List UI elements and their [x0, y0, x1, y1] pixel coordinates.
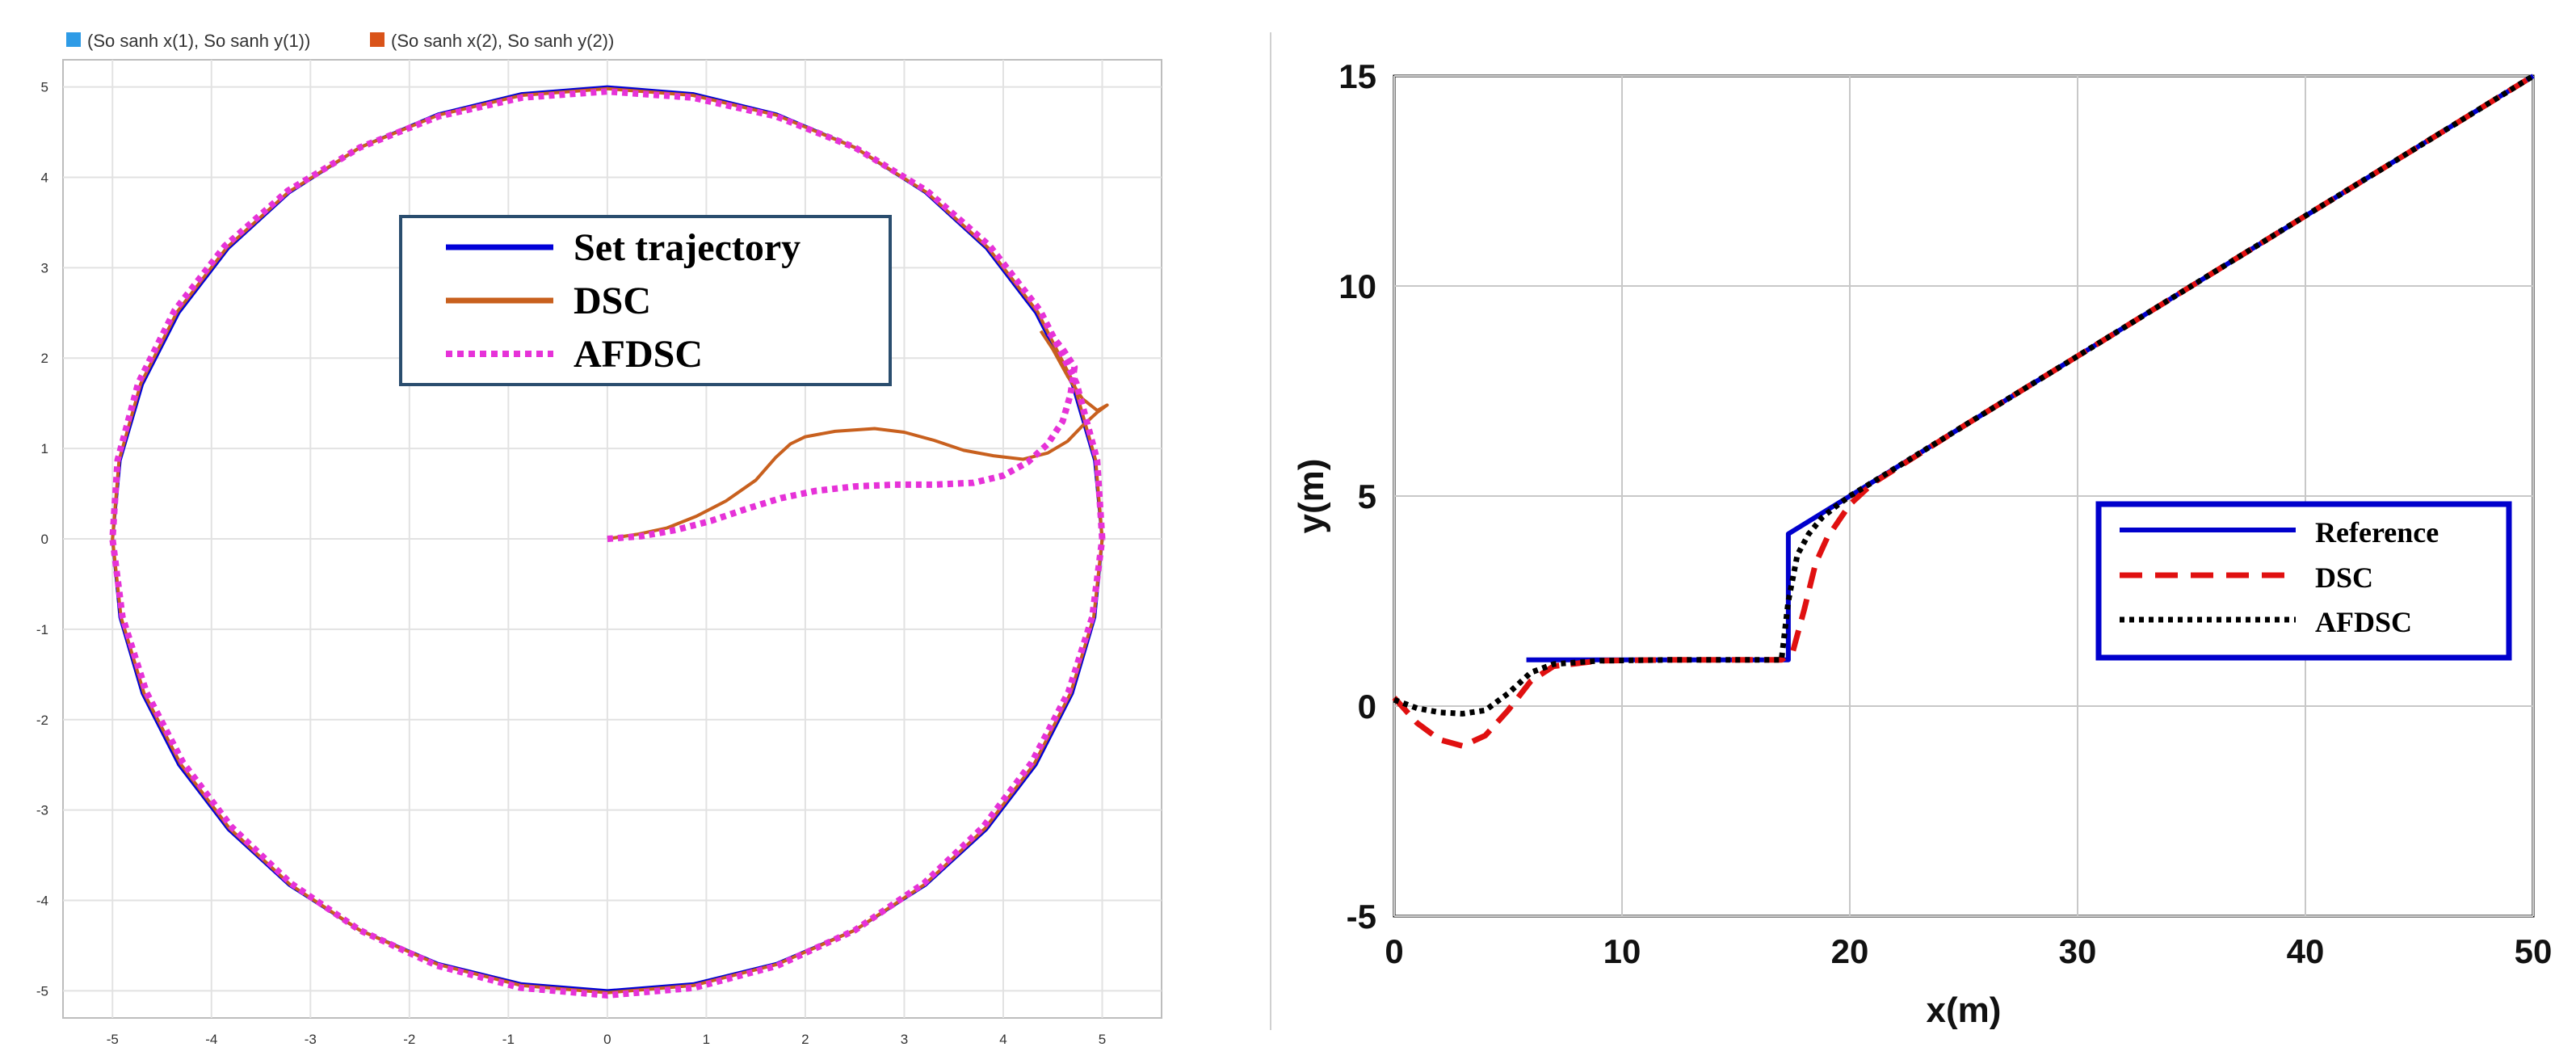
- legend-label-dsc-right: DSC: [2315, 561, 2373, 594]
- right-x-tick-label: 40: [2287, 932, 2325, 970]
- left-grid: [63, 60, 1162, 1018]
- left-x-tick-label: 0: [603, 1032, 611, 1047]
- top-legend-label-2: (So sanh x(2), So sanh y(2)): [391, 31, 614, 51]
- left-series-transient-afdsc: [607, 329, 1078, 542]
- right-y-tick-label: -5: [1347, 898, 1376, 936]
- left-y-tick-label: -4: [36, 894, 48, 909]
- left-y-tick-label: 4: [41, 170, 48, 185]
- right-x-tick-label: 20: [1831, 932, 1869, 970]
- right-series: [1392, 74, 2535, 749]
- right-x-tick-label: 10: [1603, 932, 1641, 970]
- right-x-tick-label: 30: [2059, 932, 2097, 970]
- top-legend-label-1: (So sanh x(1), So sanh y(1)): [87, 31, 310, 51]
- legend-label-afdsc-right: AFDSC: [2315, 606, 2412, 638]
- left-x-tick-label: 5: [1099, 1032, 1106, 1047]
- right-y-tick-label: 15: [1338, 57, 1376, 95]
- left-legend: Set trajectory DSC AFDSC: [399, 215, 892, 386]
- left-x-tick-label: 4: [999, 1032, 1006, 1047]
- right-y-tick-label: 10: [1338, 267, 1376, 305]
- left-x-tick-label: 1: [703, 1032, 710, 1047]
- left-x-tick-label: -4: [205, 1032, 217, 1047]
- left-x-tick-label: 3: [901, 1032, 908, 1047]
- top-legend-swatch-2: [370, 32, 385, 47]
- right-y-tick-label: 0: [1358, 688, 1376, 725]
- left-x-tick-label: -2: [403, 1032, 415, 1047]
- right-series-dsc: [1392, 74, 2535, 749]
- legend-label-set-trajectory: Set trajectory: [574, 226, 801, 269]
- right-x-axis-label: x(m): [1927, 990, 2002, 1030]
- left-y-tick-label: 1: [41, 441, 48, 456]
- left-x-tick-label: -5: [107, 1032, 119, 1047]
- left-series-circle-afdsc: [109, 88, 1106, 999]
- legend-label-reference: Reference: [2315, 516, 2439, 549]
- left-series: [109, 85, 1109, 999]
- left-x-tick-label: 2: [801, 1032, 809, 1047]
- left-x-tick-label: -3: [305, 1032, 317, 1047]
- right-x-tick-label: 0: [1385, 932, 1403, 970]
- left-y-tick-label: 0: [41, 532, 48, 547]
- legend-label-dsc: DSC: [574, 280, 651, 322]
- right-y-axis-label: y(m): [1292, 459, 1331, 534]
- left-y-tick-label: 2: [41, 351, 48, 366]
- right-x-tick-label: 50: [2515, 932, 2553, 970]
- right-y-tick-label: 5: [1358, 477, 1376, 515]
- left-y-tick-label: -2: [36, 713, 48, 728]
- right-legend: Reference DSC AFDSC: [2095, 501, 2512, 661]
- left-ticks: -5 -4 -3 -2 -1 0 1 2 3 4 5 5 4 3 2 1 0 -1 -2 -3 -4 -5: [36, 80, 1106, 1047]
- left-series-transient-dsc: [607, 330, 1109, 540]
- left-y-tick-label: 5: [41, 80, 48, 95]
- top-legend-swatch-1: [66, 32, 81, 47]
- left-y-tick-label: -1: [36, 622, 48, 637]
- left-x-tick-label: -1: [502, 1032, 515, 1047]
- left-y-tick-label: -5: [36, 983, 48, 999]
- left-top-legend: (So sanh x(1), So sanh y(1)) (So sanh x(…: [66, 31, 614, 51]
- left-chart: -5 -4 -3 -2 -1 0 1 2 3 4 5 5 4 3 2 1 0 -1 -2 -3 -4 -5 (So san…: [36, 31, 1162, 1047]
- left-y-tick-label: -3: [36, 803, 48, 818]
- right-legend-box: [2095, 501, 2512, 661]
- legend-label-afdsc: AFDSC: [574, 333, 703, 376]
- left-y-tick-label: 3: [41, 260, 48, 275]
